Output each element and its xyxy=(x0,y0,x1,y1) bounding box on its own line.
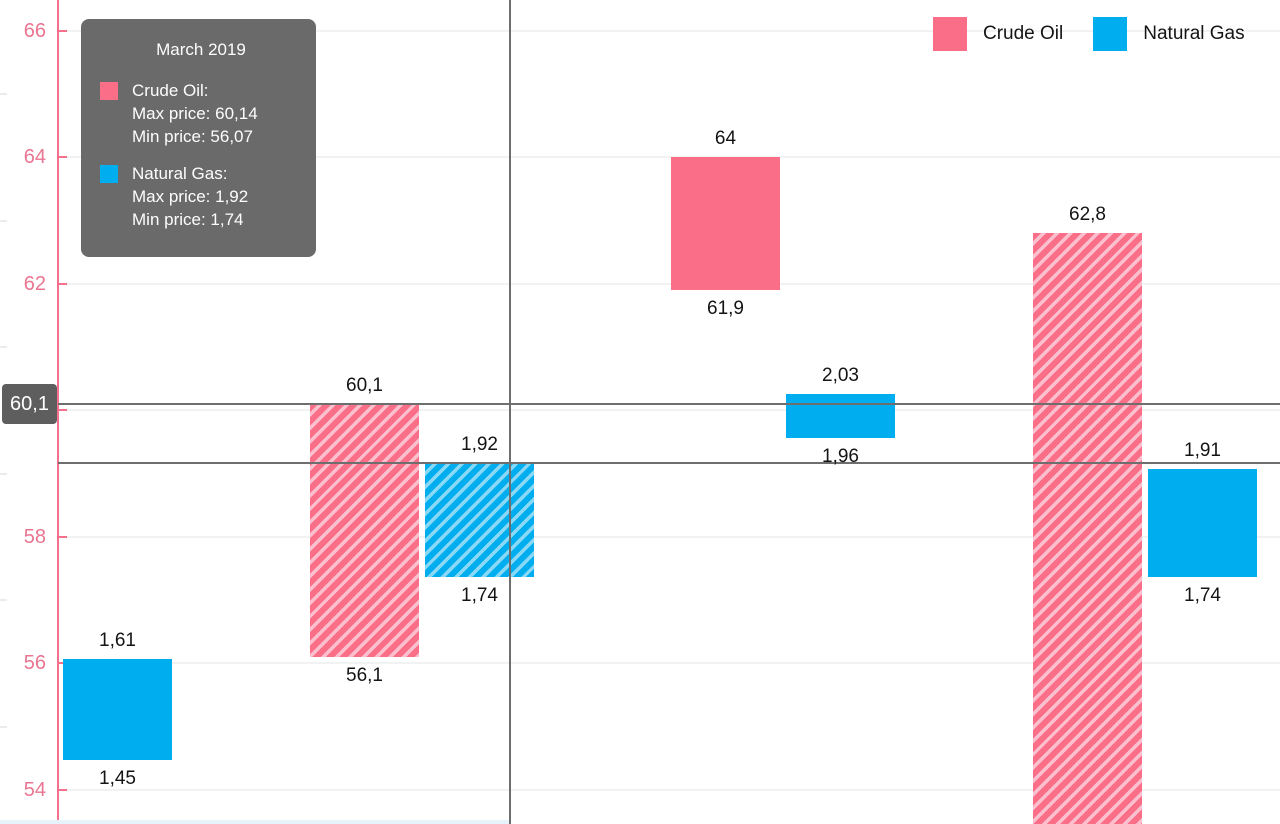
gridline xyxy=(58,536,1280,538)
bar-crude-oil[interactable] xyxy=(1033,233,1142,824)
bar-natural-gas[interactable] xyxy=(63,659,172,760)
tooltip-gas-swatch-icon xyxy=(100,165,118,183)
y-tick-label: 62 xyxy=(23,273,46,295)
tooltip-gas-name: Natural Gas: xyxy=(132,164,228,183)
y-tick-label: 56 xyxy=(23,652,46,674)
bar-crude-oil[interactable] xyxy=(310,404,419,657)
y-axis-tick-mark xyxy=(58,662,67,664)
y-tick-label: 66 xyxy=(23,20,46,42)
legend-label-crude-oil: Crude Oil xyxy=(983,23,1064,44)
y-tick-label: 58 xyxy=(23,526,46,548)
tooltip-natural-gas-block: Natural Gas: Max price: 1,92 Min price: … xyxy=(100,162,302,231)
bar-min-label: 1,45 xyxy=(99,768,136,789)
bar-max-label: 1,91 xyxy=(1184,440,1221,461)
gridline xyxy=(58,789,1280,791)
selected-range-strip xyxy=(0,820,509,824)
legend-label-natural-gas: Natural Gas xyxy=(1143,23,1245,44)
bar-crude-oil[interactable] xyxy=(671,157,780,290)
y-tick-label: 54 xyxy=(23,779,46,801)
y-axis-tick-mark xyxy=(58,283,67,285)
gridline xyxy=(58,662,1280,664)
gridline xyxy=(58,156,1280,158)
bar-min-label: 1,74 xyxy=(461,585,498,606)
y-axis-tick-mark xyxy=(58,409,67,411)
legend-item-natural-gas[interactable]: Natural Gas xyxy=(1093,17,1245,51)
bar-min-label: 1,96 xyxy=(822,446,859,467)
crosshair-horizontal-line-gas xyxy=(58,462,1280,464)
tooltip-gas-max: Max price: 1,92 xyxy=(132,187,249,206)
bar-max-label: 2,03 xyxy=(822,365,859,386)
tooltip-crude-name: Crude Oil: xyxy=(132,81,209,100)
y-minor-tick xyxy=(0,599,7,601)
crosshair-axis-label: 60,1 xyxy=(2,384,57,424)
bar-max-label: 64 xyxy=(714,128,737,149)
tooltip-gas-min: Min price: 1,74 xyxy=(132,210,244,229)
y-axis-tick-mark xyxy=(58,156,67,158)
legend: Crude Oil Natural Gas xyxy=(933,17,1245,51)
tooltip-title: March 2019 xyxy=(156,40,246,59)
y-minor-tick xyxy=(0,726,7,728)
bar-natural-gas[interactable] xyxy=(1148,469,1257,577)
bar-max-label: 1,92 xyxy=(461,434,498,455)
bar-min-label: 1,74 xyxy=(1184,585,1221,606)
y-axis-tick-mark xyxy=(58,536,67,538)
bar-max-label: 62,8 xyxy=(1069,204,1106,225)
y-axis-tick-mark xyxy=(58,789,67,791)
bar-natural-gas[interactable] xyxy=(425,463,534,577)
gridline xyxy=(58,30,1280,32)
legend-item-crude-oil[interactable]: Crude Oil xyxy=(933,17,1063,51)
y-minor-tick xyxy=(0,93,7,95)
crude-oil-swatch-icon xyxy=(933,17,967,51)
y-minor-tick xyxy=(0,346,7,348)
y-axis-tick-mark xyxy=(58,30,67,32)
tooltip: March 2019 Crude Oil: Max price: 60,14 M… xyxy=(81,19,316,257)
y-axis-line xyxy=(57,0,59,824)
gridline xyxy=(58,409,1280,411)
bar-min-label: 56,1 xyxy=(346,665,383,686)
bar-min-label: 61,9 xyxy=(707,298,744,319)
bar-max-label: 60,1 xyxy=(346,375,383,396)
crosshair-vertical-line xyxy=(509,0,511,824)
tooltip-crude-oil-block: Crude Oil: Max price: 60,14 Min price: 5… xyxy=(100,79,302,148)
tooltip-crude-swatch-icon xyxy=(100,82,118,100)
natural-gas-swatch-icon xyxy=(1093,17,1128,51)
gridline xyxy=(58,283,1280,285)
bar-natural-gas[interactable] xyxy=(786,394,895,438)
tooltip-crude-max: Max price: 60,14 xyxy=(132,104,258,123)
y-minor-tick xyxy=(0,473,7,475)
y-minor-tick xyxy=(0,220,7,222)
y-tick-label: 64 xyxy=(23,146,46,168)
bar-max-label: 1,61 xyxy=(99,630,136,651)
crosshair-horizontal-line-crude xyxy=(58,403,1280,405)
tooltip-crude-min: Min price: 56,07 xyxy=(132,127,253,146)
